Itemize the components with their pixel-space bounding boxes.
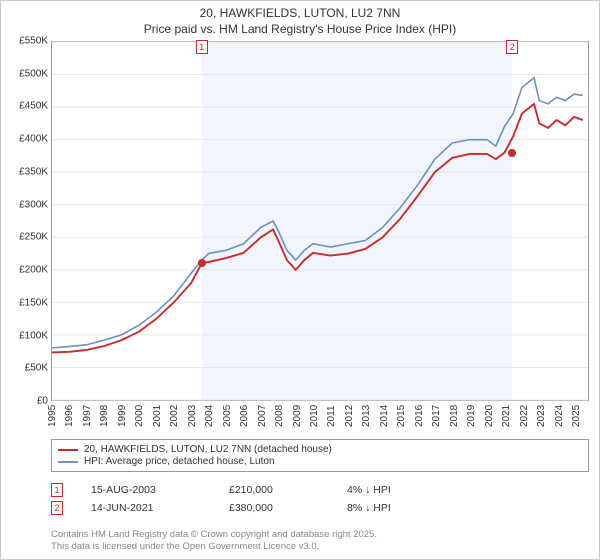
sale-row-marker: 2 — [51, 501, 63, 515]
chart-container: 20, HAWKFIELDS, LUTON, LU2 7NN Price pai… — [0, 0, 600, 560]
y-tick-label: £500K — [6, 68, 48, 79]
x-tick-label: 2010 — [309, 397, 320, 427]
x-tick-label: 2025 — [571, 397, 582, 427]
sales-table: 1 15-AUG-2003 £210,000 4% ↓ HPI 2 14-JUN… — [51, 479, 589, 519]
series-hpi — [52, 78, 583, 348]
x-tick-label: 2018 — [449, 397, 460, 427]
x-tick-label: 1997 — [82, 397, 93, 427]
plot-area: 12 — [51, 41, 589, 401]
legend: 20, HAWKFIELDS, LUTON, LU2 7NN (detached… — [51, 439, 589, 472]
y-tick-label: £400K — [6, 134, 48, 145]
x-tick-label: 2004 — [204, 397, 215, 427]
title-block: 20, HAWKFIELDS, LUTON, LU2 7NN Price pai… — [1, 1, 599, 37]
legend-label: 20, HAWKFIELDS, LUTON, LU2 7NN (detached… — [84, 444, 332, 455]
title-line-2: Price paid vs. HM Land Registry's House … — [1, 21, 599, 37]
y-tick-label: £200K — [6, 265, 48, 276]
sale-row-marker: 1 — [51, 483, 63, 497]
y-tick-label: £100K — [6, 330, 48, 341]
x-tick-label: 2017 — [431, 397, 442, 427]
y-tick-label: £350K — [6, 166, 48, 177]
sale-date: 15-AUG-2003 — [91, 484, 201, 496]
x-tick-label: 2016 — [414, 397, 425, 427]
footer: Contains HM Land Registry data © Crown c… — [51, 529, 377, 553]
sale-marker: 1 — [196, 40, 208, 54]
x-tick-label: 2000 — [134, 397, 145, 427]
x-tick-label: 1995 — [47, 397, 58, 427]
sale-point — [198, 259, 206, 267]
x-tick-label: 2023 — [536, 397, 547, 427]
series-property — [52, 104, 583, 353]
sale-price: £380,000 — [229, 502, 319, 514]
sale-diff: 4% ↓ HPI — [347, 484, 391, 496]
legend-item: 20, HAWKFIELDS, LUTON, LU2 7NN (detached… — [58, 444, 582, 455]
x-tick-label: 2003 — [187, 397, 198, 427]
y-tick-label: £550K — [6, 36, 48, 47]
y-tick-label: £0 — [6, 396, 48, 407]
x-tick-label: 2012 — [344, 397, 355, 427]
sale-point — [508, 149, 516, 157]
x-tick-label: 2005 — [222, 397, 233, 427]
legend-item: HPI: Average price, detached house, Luto… — [58, 456, 582, 467]
line-series — [52, 42, 588, 400]
x-tick-label: 2015 — [396, 397, 407, 427]
y-tick-label: £50K — [6, 363, 48, 374]
legend-swatch — [58, 449, 78, 451]
x-tick-label: 1996 — [64, 397, 75, 427]
x-tick-label: 2020 — [484, 397, 495, 427]
x-tick-label: 2001 — [152, 397, 163, 427]
x-tick-label: 1999 — [117, 397, 128, 427]
x-tick-label: 1998 — [99, 397, 110, 427]
y-tick-label: £450K — [6, 101, 48, 112]
x-tick-label: 2006 — [239, 397, 250, 427]
x-tick-label: 2002 — [169, 397, 180, 427]
y-tick-label: £150K — [6, 297, 48, 308]
x-tick-label: 2022 — [519, 397, 530, 427]
x-tick-label: 2009 — [292, 397, 303, 427]
sale-row: 1 15-AUG-2003 £210,000 4% ↓ HPI — [51, 483, 589, 497]
legend-swatch — [58, 461, 78, 463]
x-tick-label: 2014 — [379, 397, 390, 427]
x-tick-label: 2021 — [501, 397, 512, 427]
sale-marker: 2 — [506, 40, 518, 54]
sale-diff: 8% ↓ HPI — [347, 502, 391, 514]
x-tick-label: 2008 — [274, 397, 285, 427]
x-tick-label: 2011 — [326, 397, 337, 427]
y-tick-label: £250K — [6, 232, 48, 243]
x-tick-label: 2007 — [257, 397, 268, 427]
x-tick-label: 2013 — [361, 397, 372, 427]
legend-label: HPI: Average price, detached house, Luto… — [84, 456, 275, 467]
x-tick-label: 2019 — [466, 397, 477, 427]
sale-row: 2 14-JUN-2021 £380,000 8% ↓ HPI — [51, 501, 589, 515]
y-axis: £0£50K£100K£150K£200K£250K£300K£350K£400… — [6, 41, 48, 401]
y-tick-label: £300K — [6, 199, 48, 210]
footer-line-1: Contains HM Land Registry data © Crown c… — [51, 529, 377, 541]
title-line-1: 20, HAWKFIELDS, LUTON, LU2 7NN — [1, 5, 599, 21]
chart-area: £0£50K£100K£150K£200K£250K£300K£350K£400… — [51, 41, 589, 401]
x-tick-label: 2024 — [554, 397, 565, 427]
sale-date: 14-JUN-2021 — [91, 502, 201, 514]
sale-price: £210,000 — [229, 484, 319, 496]
footer-line-2: This data is licensed under the Open Gov… — [51, 541, 377, 553]
